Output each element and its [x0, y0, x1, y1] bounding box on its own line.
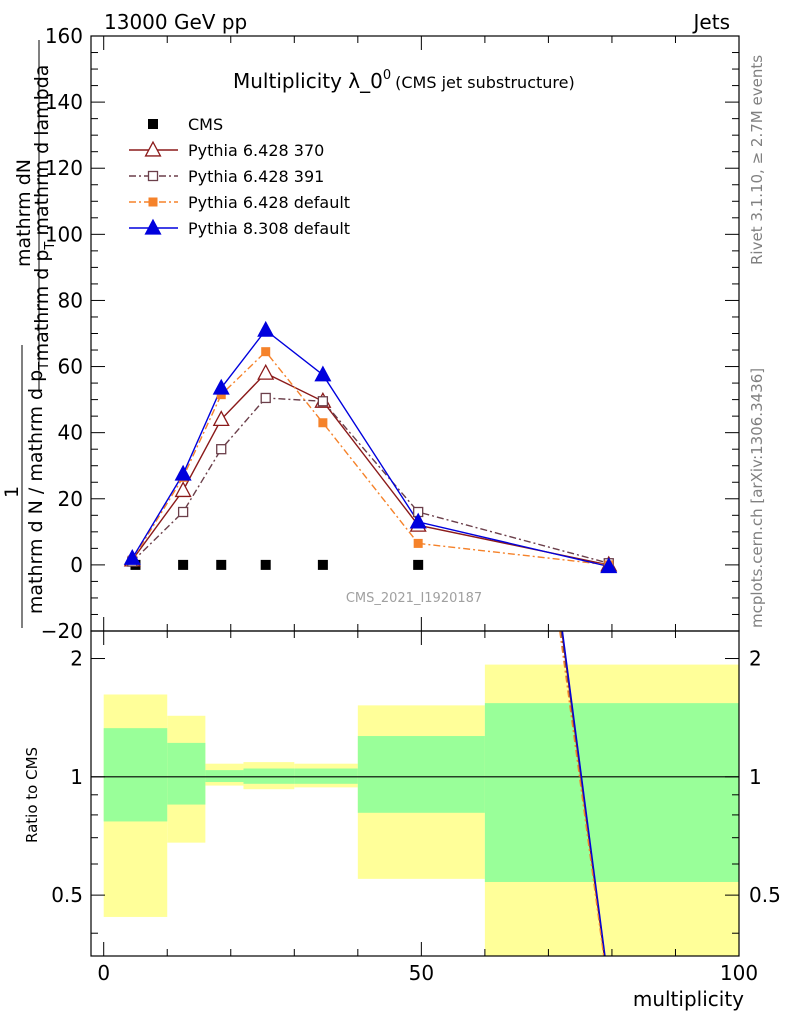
- y-tick-label: 160: [45, 24, 83, 48]
- ylabel-line2: mathrm d p: [31, 250, 53, 362]
- data-point-series-2: [177, 506, 189, 518]
- data-point-series-2: [216, 444, 227, 455]
- data-point-series-4: [174, 464, 192, 481]
- series-line-4: [131, 329, 609, 568]
- main-title: Multiplicity λ_00 (CMS jet substructure): [233, 68, 575, 93]
- ratio-y-tick-label-left: 2: [70, 647, 83, 671]
- data-point-series-0: [317, 559, 328, 570]
- band-inner-2: [205, 770, 244, 783]
- series-line-3: [131, 350, 609, 566]
- legend-label: Pythia 6.428 370: [188, 141, 324, 160]
- ylabel-denominator-lower: mathrm d N / mathrm d pT: [25, 362, 52, 614]
- band-inner-5: [357, 736, 485, 813]
- data-point-series-0: [216, 559, 227, 570]
- ylabel-num-1: 1: [1, 486, 23, 498]
- main-title-sub: (CMS jet substructure): [395, 73, 575, 92]
- ratio-line-2: [559, 630, 605, 957]
- series-line-2: [131, 397, 609, 564]
- data-point-series-1: [212, 410, 230, 427]
- y-tick-label: 20: [58, 487, 83, 511]
- legend-marker: [144, 140, 162, 157]
- ylabel-denominator-upper: mathrm d pT mathrm d lambda: [31, 65, 58, 362]
- legend-label: Pythia 6.428 391: [188, 167, 324, 186]
- legend-marker: [144, 218, 162, 235]
- data-point-series-3: [413, 538, 423, 548]
- y-tick-label: 80: [58, 288, 83, 312]
- band-inner-6: [484, 703, 739, 882]
- data-point-series-0: [260, 559, 271, 570]
- band-inner-0: [103, 728, 168, 822]
- band-inner-3: [243, 768, 295, 784]
- legend-marker: [148, 197, 158, 207]
- ylabel-line1-sub: T: [37, 362, 52, 371]
- data-point-series-4: [600, 557, 618, 574]
- ratio-plot-area: [91, 630, 739, 957]
- band-inner-1: [167, 742, 206, 805]
- ratio-y-tick-label-left: 0.5: [51, 883, 83, 907]
- main-title-sup: 0: [383, 68, 391, 83]
- ylabel-line2-rest: mathrm d lambda: [31, 65, 53, 242]
- y-tick-label: 40: [58, 421, 83, 445]
- data-point-series-4: [257, 320, 275, 337]
- header-right: Jets: [692, 10, 730, 34]
- y-tick-label: 120: [45, 156, 83, 180]
- ylabel-line1: mathrm d N / mathrm d p: [25, 370, 47, 614]
- rivet-label: Rivet 3.1.10, ≥ 2.7M events: [748, 55, 766, 265]
- data-point-series-4: [314, 365, 332, 382]
- data-point-series-4: [212, 378, 230, 395]
- watermark: CMS_2021_I1920187: [346, 591, 482, 606]
- legend-label: CMS: [188, 115, 223, 134]
- header-left: 13000 GeV pp: [104, 10, 247, 34]
- x-tick-label: 100: [720, 961, 758, 985]
- ylabel-line2-sub: T: [43, 242, 58, 251]
- data-point-series-1: [257, 363, 275, 380]
- legend-marker: [148, 119, 158, 129]
- ratio-plot-frame: 0.5 0.5 1 1 2 2 0 50 100: [51, 630, 781, 985]
- ylabel-numerator: mathrm dN: [13, 159, 35, 267]
- main-plot-frame: −20 0 20 40 60 80 100 120 140 160: [41, 24, 740, 643]
- data-point-series-4: [123, 548, 141, 565]
- data-point-series-3: [318, 418, 328, 428]
- main-title-text: Multiplicity λ_0: [233, 69, 383, 93]
- data-point-series-2: [317, 396, 329, 407]
- main-ylabel: mathrm dN mathrm d pT mathrm d lambda 1 …: [1, 40, 58, 628]
- legend-marker: [147, 170, 159, 182]
- ratio-line-3: [561, 630, 606, 957]
- mcplots-label: mcplots.cern.ch [arXiv:1306.3436]: [748, 368, 766, 628]
- data-point-series-3: [216, 390, 226, 400]
- y-tick-label: −20: [41, 619, 83, 643]
- data-point-series-3: [261, 347, 271, 357]
- y-tick-label: 140: [45, 90, 83, 114]
- x-tick-label: 50: [409, 961, 434, 985]
- ratio-y-tick-label-left: 1: [70, 765, 83, 789]
- ratio-y-tick-label-right: 2: [749, 647, 762, 671]
- legend: CMS Pythia 6.428 370 Pythia 6.428 391 Pythi…: [129, 115, 350, 238]
- xlabel: multiplicity: [633, 987, 744, 1011]
- ratio-y-tick-label-right: 0.5: [749, 883, 781, 907]
- band-inner-4: [294, 768, 358, 784]
- y-tick-label: 100: [45, 222, 83, 246]
- ratio-line-1: [560, 630, 605, 957]
- ratio-frame-border: [90, 630, 740, 957]
- data-point-series-0: [178, 559, 189, 570]
- series-line-1: [131, 372, 609, 566]
- ratio-y-tick-label-right: 1: [749, 765, 762, 789]
- data-point-series-4: [409, 512, 427, 529]
- legend-label: Pythia 8.308 default: [188, 219, 350, 238]
- ratio-ylabel: Ratio to CMS: [23, 747, 41, 843]
- x-tick-label: 0: [97, 961, 110, 985]
- data-point-series-0: [413, 559, 424, 570]
- legend-label: Pythia 6.428 default: [188, 193, 350, 212]
- y-tick-label: 60: [58, 355, 83, 379]
- ylabel-numerator-upper: mathrm dN: [13, 159, 35, 267]
- data-point-series-1: [174, 481, 192, 498]
- data-point-series-2: [260, 392, 271, 404]
- main-plot-area: [123, 320, 618, 574]
- y-tick-label: 0: [70, 553, 83, 577]
